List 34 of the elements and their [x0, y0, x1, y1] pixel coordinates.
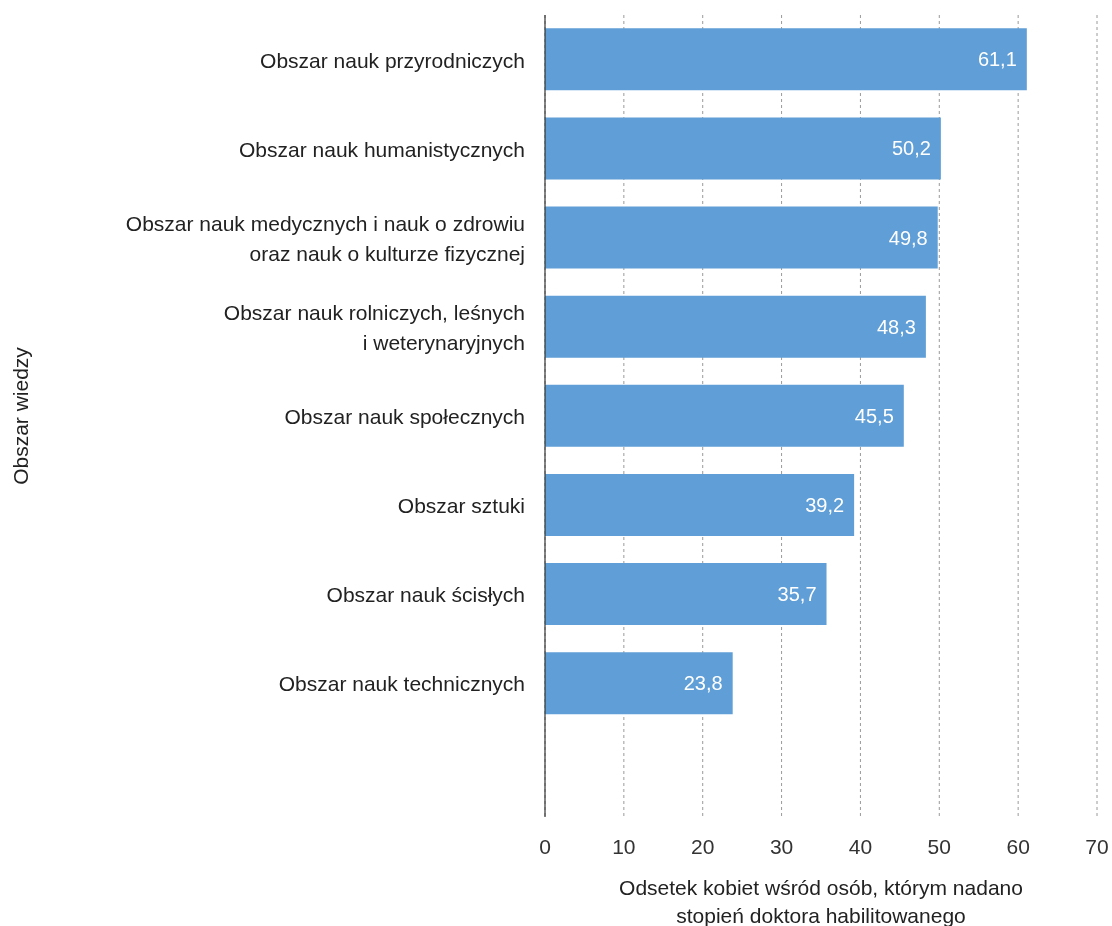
bar	[545, 28, 1027, 91]
data-label: 23,8	[683, 672, 723, 695]
x-tick-label: 40	[848, 834, 873, 858]
x-tick-label: 10	[612, 834, 636, 858]
x-tick-label: 20	[691, 834, 715, 858]
y-tick-label: Obszar nauk medycznych i nauk o zdrowiu oraz nauk o kulturze fizycznej	[125, 211, 525, 265]
data-label: 50,2	[891, 137, 931, 160]
y-axis-title: Obszar wiedzy	[8, 346, 32, 485]
y-tick-label: Obszar nauk ścisłych	[326, 582, 525, 606]
bar	[545, 384, 904, 447]
data-label: 49,8	[888, 226, 928, 249]
x-axis-title: Odsetek kobiet wśród osób, którym nadano stopień doktora habilitowanego	[619, 875, 1023, 926]
y-tick-label: Obszar nauk humanistycznych	[239, 137, 525, 161]
data-label: 39,2	[805, 493, 845, 516]
bar	[545, 295, 926, 358]
x-tick-label: 70	[1085, 834, 1109, 858]
bar	[545, 563, 827, 626]
data-label: 35,7	[777, 583, 817, 606]
bar	[545, 117, 941, 180]
y-tick-label: Obszar nauk przyrodniczych	[260, 48, 525, 72]
x-tick-label: 50	[927, 834, 951, 858]
x-tick-label: 0	[539, 834, 551, 858]
bar	[545, 473, 855, 536]
y-tick-label: Obszar nauk technicznych	[278, 671, 525, 695]
x-tick-label: 60	[1006, 834, 1030, 858]
y-tick-label: Obszar nauk społecznych	[284, 404, 525, 428]
x-tick-label: 30	[769, 834, 794, 858]
data-label: 45,5	[854, 404, 894, 427]
data-label: 61,1	[977, 48, 1017, 71]
bar	[545, 206, 938, 269]
y-tick-label: Obszar sztuki	[397, 493, 525, 517]
bar	[545, 652, 733, 715]
data-label: 48,3	[876, 315, 916, 338]
y-tick-label: Obszar nauk rolniczych, leśnych i weterynaryjnych	[223, 300, 525, 354]
